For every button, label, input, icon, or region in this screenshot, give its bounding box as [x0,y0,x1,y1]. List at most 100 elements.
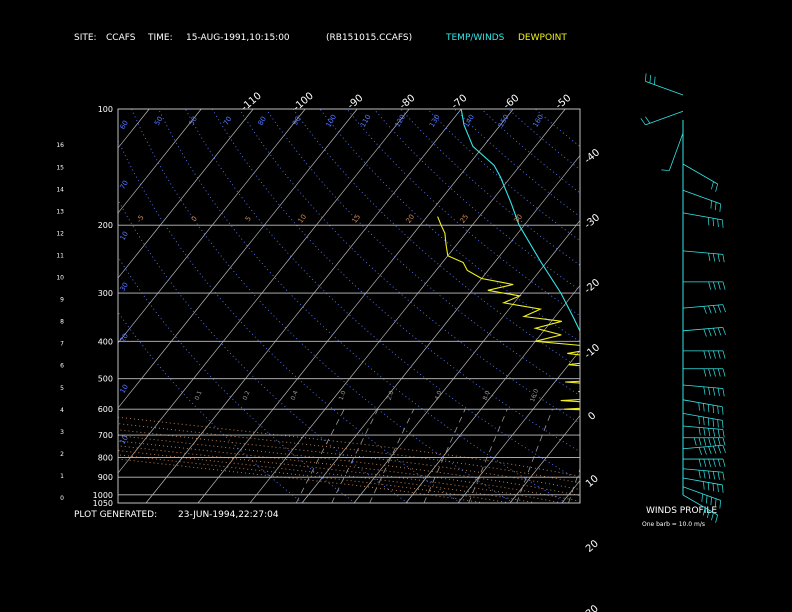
height-tick-label: 1 [60,473,64,480]
mixing-ratio-label: 8.0 [482,390,492,402]
wind-barb-flag [717,368,721,377]
dry-adiabat-label: 80 [257,115,268,127]
site-value: CCAFS [106,33,136,43]
wind-barb-flag [722,437,726,446]
wind-barb-flag [703,427,706,436]
wind-barb-flag [712,253,716,262]
wind-barb-flag [712,305,717,314]
wind-barb-flag [649,74,651,83]
height-tick-label: 6 [60,363,64,370]
wind-barb-flag [708,281,712,290]
wind-barb-flag [708,328,712,337]
wind-barb-flag [713,437,716,446]
legend-temp: TEMP/WINDS [446,33,505,43]
wind-barb [682,468,723,473]
wind-barb-flag [715,514,718,523]
dry-adiabat-label: 10 [119,383,130,395]
height-tick-label: 8 [60,319,64,326]
isotherm-line [301,154,580,503]
height-tick-label: 3 [60,429,64,436]
wind-barb-flag [654,76,656,85]
wind-barb-flag [698,427,701,436]
pressure-tick-label: 700 [98,431,113,440]
moist-adiabat [118,458,485,503]
wind-barb-flag [645,73,647,82]
wind-barb-flag [707,417,710,426]
mixing-ratio-line [423,409,466,503]
wind-barb-flag [703,416,705,426]
wind-barb-flag [717,281,721,290]
wind-barb [682,250,723,255]
wind-barb-flag [708,446,712,455]
moist-adiabat-label: 30 [513,213,525,225]
wind-barb [682,494,718,516]
dry-adiabat-label: 30 [119,281,130,293]
wind-barb-flag [703,350,707,359]
wind-barb-flag [722,484,724,493]
wind-barb-flag [703,481,705,490]
mixing-ratio-line [568,467,580,503]
plot-frame [117,108,581,504]
wind-barb-flag [722,304,726,313]
wind-barb-flag [722,254,725,263]
wind-barb-flag [706,495,708,504]
pressure-tick-label: 400 [98,337,113,346]
wind-barb-flag [711,181,714,190]
mixing-ratio-line [516,409,553,503]
wind-barb-flag [661,169,670,171]
wind-barb-flag [710,200,712,209]
temperature-trace [460,109,580,333]
wind-barb-flag [712,418,714,427]
dry-adiabat-label: 20 [119,332,130,344]
wind-barb-flag [717,419,719,428]
mixing-ratio-label: 0.2 [242,390,252,402]
moist-adiabat-label: -5 [135,214,146,224]
wind-barb-flag [698,437,702,446]
wind-barb-flag [722,472,725,481]
wind-barb-flag [722,219,724,228]
wind-barb-flag [703,386,706,395]
dry-adiabat [238,109,580,424]
site-label: SITE: [74,33,97,43]
isotherm-label: 0 [586,410,598,423]
wind-barb-flag [708,387,711,396]
wind-barb-flag [698,470,701,479]
isotherm-label: 30 [584,603,601,612]
wind-barb-flag [698,402,700,411]
dry-adiabat-label: 50 [188,115,199,127]
wind-barb-flag [708,428,711,437]
wind-barb-flag [722,420,724,429]
wind-barb-flag [722,458,726,467]
wind-barb-flag [702,507,706,516]
isotherm-line [457,349,580,503]
mixing-ratio-line [369,409,415,503]
wind-barb-flag [706,510,710,519]
moist-adiabat-label: 15 [351,213,363,225]
dry-adiabat [346,109,580,317]
height-tick-label: 10 [56,275,64,282]
wind-barb-flag [712,445,717,454]
wind-barb-flag [708,305,712,314]
wind-barb-flag [712,218,714,227]
height-tick-label: 4 [60,407,64,414]
mixing-ratio-label: 2.0 [386,390,396,402]
wind-barb [645,110,684,126]
height-tick-label: 11 [56,252,64,259]
wind-barb-flag [717,429,720,438]
wind-barb [682,444,723,450]
wind-barb-flag [708,368,712,377]
wind-barb-flag [698,458,702,467]
wind-barb-flag [715,202,717,211]
wind-barb [682,189,721,205]
dry-adiabat-label: 10 [119,434,130,446]
wind-barb-flag [722,368,726,377]
wind-barb-flag [711,512,714,521]
wind-barb [645,80,684,96]
mixing-ratio-label: 1.0 [338,390,348,402]
dewpoint-trace [437,216,580,417]
wind-barb-flag [722,350,726,359]
isotherm-line [197,109,514,503]
wind-barb-flag [707,482,710,491]
wind-barb-flag [708,458,712,467]
